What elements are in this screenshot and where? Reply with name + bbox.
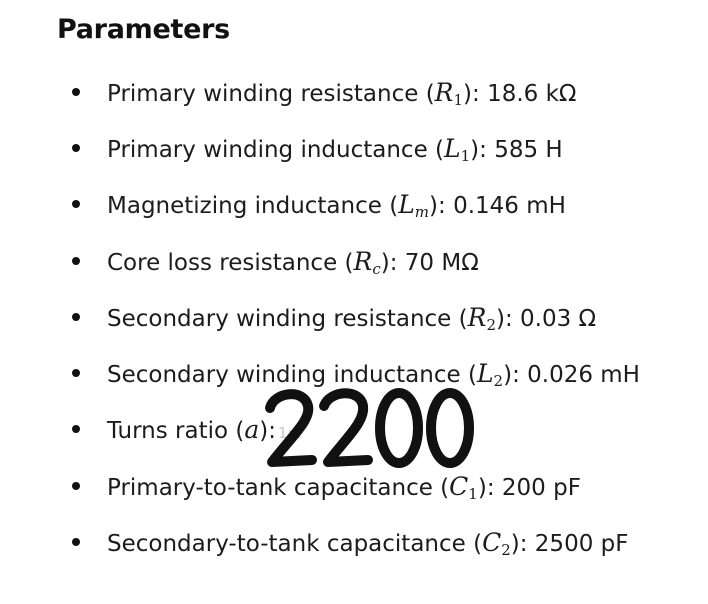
parameter-item-rc: Core loss resistance (Rc): 70 MΩ	[0, 241, 700, 281]
math-symbol: Rc	[353, 247, 381, 278]
math-symbol: L1	[444, 134, 471, 165]
parameter-label: Primary winding inductance (	[107, 137, 445, 163]
math-symbol: R1	[434, 78, 464, 109]
math-symbol: R2	[467, 303, 496, 334]
handwritten-digit	[265, 389, 317, 467]
bullet-icon	[72, 144, 80, 152]
bullet-icon	[72, 425, 80, 433]
math-symbol: C1	[449, 472, 478, 503]
parameter-value: ): 70 MΩ	[380, 250, 479, 276]
parameter-item-r1: Primary winding resistance (R1): 18.6 kΩ	[0, 72, 700, 112]
parameter-label: Turns ratio (	[107, 418, 245, 444]
parameter-label: Core loss resistance (	[107, 250, 354, 276]
math-symbol: a	[244, 415, 260, 444]
parameter-text: Secondary winding resistance (R2): 0.03 …	[107, 303, 597, 334]
parameter-text: Secondary winding inductance (L2): 0.026…	[107, 359, 640, 390]
bullet-icon	[72, 538, 80, 546]
parameter-item-c2: Secondary-to-tank capacitance (C2): 2500…	[0, 522, 700, 562]
bullet-icon	[72, 257, 80, 265]
parameter-text: Primary-to-tank capacitance (C1): 200 pF	[107, 472, 581, 503]
parameter-label: Primary-to-tank capacitance (	[107, 475, 450, 501]
parameter-value: ):	[259, 418, 277, 444]
bullet-icon	[72, 313, 80, 321]
parameter-value: ): 585 H	[470, 137, 563, 163]
parameter-item-c1: Primary-to-tank capacitance (C1): 200 pF	[0, 466, 700, 506]
handwritten-digit	[426, 388, 474, 468]
parameter-label: Secondary winding inductance (	[107, 362, 477, 388]
parameter-label: Primary winding resistance (	[107, 81, 435, 107]
parameter-value: ): 2500 pF	[510, 531, 629, 557]
handwritten-digit	[319, 388, 373, 467]
parameter-value: ): 0.146 mH	[429, 193, 566, 219]
parameter-text: Secondary-to-tank capacitance (C2): 2500…	[107, 528, 629, 559]
parameter-value: ): 0.03 Ω	[495, 306, 597, 332]
parameter-label: Secondary-to-tank capacitance (	[107, 531, 483, 557]
section-heading: Parameters	[57, 14, 230, 45]
bullet-icon	[72, 200, 80, 208]
handwritten-annotation	[265, 388, 474, 468]
math-symbol: L2	[476, 359, 504, 390]
parameter-item-lm: Magnetizing inductance (Lm): 0.146 mH	[0, 184, 700, 224]
parameter-item-r2: Secondary winding resistance (R2): 0.03 …	[0, 297, 700, 337]
parameter-text: Primary winding inductance (L1): 585 H	[107, 134, 563, 165]
parameter-label: Magnetizing inductance (	[107, 193, 399, 219]
parameter-value: ): 18.6 kΩ	[463, 81, 577, 107]
parameter-value: ): 200 pF	[477, 475, 581, 501]
math-symbol: C2	[482, 528, 511, 559]
parameter-item-l2: Secondary winding inductance (L2): 0.026…	[0, 353, 700, 393]
math-symbol: Lm	[398, 190, 430, 221]
parameter-value: ): 0.026 mH	[503, 362, 640, 388]
parameter-label: Secondary winding resistance (	[107, 306, 468, 332]
bullet-icon	[72, 88, 80, 96]
bullet-icon	[72, 482, 80, 490]
handwritten-digit	[375, 388, 423, 468]
parameter-text: Primary winding resistance (R1): 18.6 kΩ	[107, 78, 577, 109]
parameter-text: Magnetizing inductance (Lm): 0.146 mH	[107, 190, 566, 221]
parameter-text: Core loss resistance (Rc): 70 MΩ	[107, 247, 479, 278]
bullet-icon	[72, 369, 80, 377]
parameter-item-l1: Primary winding inductance (L1): 585 H	[0, 128, 700, 168]
